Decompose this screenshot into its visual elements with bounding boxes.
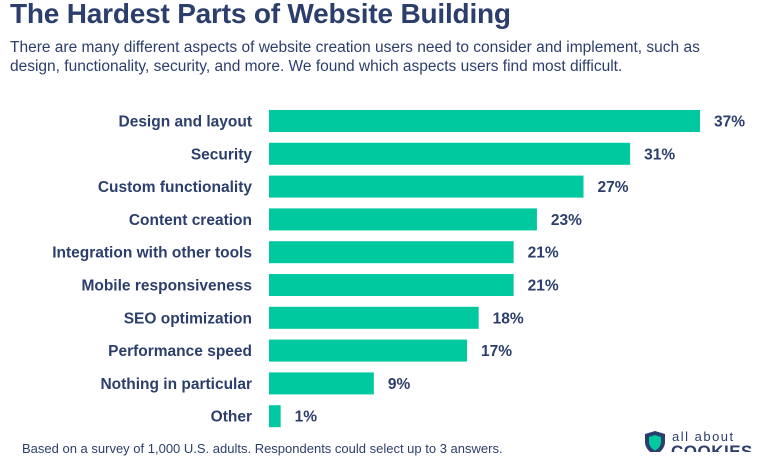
value-label: 21%	[528, 245, 559, 262]
value-label: 37%	[714, 114, 745, 131]
bar	[269, 110, 700, 132]
bar	[269, 241, 514, 264]
category-label: Other	[211, 409, 252, 426]
logo-text-bottom: COOKIES	[671, 442, 753, 452]
shield-logo-icon	[645, 431, 665, 452]
bar	[269, 175, 584, 198]
chart-subtitle: There are many different aspects of webs…	[10, 39, 700, 75]
category-label: Security	[191, 146, 253, 163]
value-label: 27%	[598, 179, 629, 196]
value-label: 21%	[528, 278, 559, 295]
category-label: Custom functionality	[98, 179, 253, 196]
category-label: Content creation	[129, 212, 252, 229]
bar	[269, 339, 468, 362]
all-about-cookies-logo: all about COOKIES	[644, 428, 770, 452]
bar	[269, 274, 514, 296]
bar	[269, 142, 631, 165]
bar	[269, 208, 537, 231]
chart-title: The Hardest Parts of Website Building	[10, 0, 511, 29]
value-label: 18%	[493, 310, 524, 327]
logo-text-top: all about	[672, 429, 735, 444]
category-label: SEO optimization	[124, 310, 252, 327]
category-label: Design and layout	[119, 114, 253, 131]
category-label: Performance speed	[108, 343, 252, 360]
value-label: 23%	[551, 212, 582, 229]
category-label: Mobile responsiveness	[81, 278, 252, 295]
bar	[269, 372, 374, 395]
category-label: Integration with other tools	[52, 245, 252, 262]
value-label: 17%	[481, 343, 512, 360]
value-label: 31%	[644, 146, 675, 163]
category-label: Nothing in particular	[100, 376, 252, 393]
value-label: 1%	[295, 409, 318, 426]
value-label: 9%	[388, 376, 411, 393]
bar	[269, 306, 479, 329]
survey-footnote: Based on a survey of 1,000 U.S. adults. …	[22, 441, 503, 456]
bar	[269, 405, 281, 428]
